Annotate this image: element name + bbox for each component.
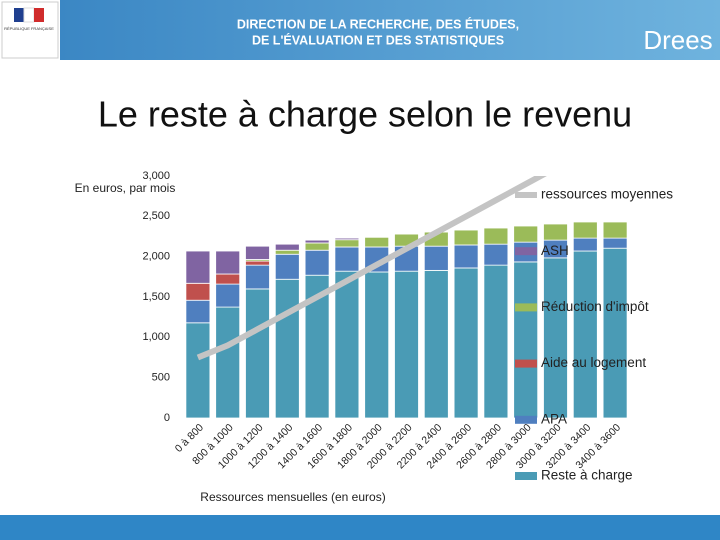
bar-segment [572,237,598,252]
bar-segment [185,322,211,419]
legend-swatch [515,415,537,424]
x-axis-label: Ressources mensuelles (en euros) [200,490,385,504]
legend-swatch [515,472,537,480]
chart-title: Le reste à charge selon le revenu [98,94,632,135]
flag-red [34,8,44,22]
bar-segment [245,245,270,260]
bar-segment [334,246,360,272]
bar-segment [483,243,509,266]
bar-segment [185,299,211,324]
bar-segment [602,247,628,419]
legend-label: ASH [541,243,569,258]
bar-segment [304,249,330,276]
bar-segment [185,282,211,301]
y-tick-label: 0 [164,412,170,424]
bar-segment [572,221,598,239]
bar-segment [334,237,360,241]
header-line2: DE L'ÉVALUATION ET DES STATISTIQUES [252,32,504,47]
bar-segment [364,271,390,419]
line-series [196,176,547,361]
bar-segment [483,264,509,419]
bar-segment [453,229,479,246]
bar-segment [334,270,360,419]
bar-segment [543,223,568,241]
bar-segment [245,288,270,419]
legend-swatch [515,303,537,312]
bar-segment [513,225,539,243]
y-tick-label: 1,000 [142,331,170,343]
bar-segment [215,306,241,419]
bar-segment [334,239,360,248]
bar-segment [483,227,509,245]
legend-swatch [515,359,537,368]
header-banner [60,0,720,60]
bar-segment [215,283,241,308]
header-line1: DIRECTION DE LA RECHERCHE, DES ÉTUDES, [237,16,519,31]
y-tick-label: 1,500 [142,291,170,303]
legend-label: Aide au logement [541,355,646,370]
bar-segment [543,257,568,419]
flag-blue [14,8,24,22]
bar-segment [602,221,628,239]
y-tick-label: 500 [152,372,170,384]
bar-segment [423,245,449,271]
bar-segment [304,239,330,244]
bar-segment [423,269,449,419]
bar-segment [215,273,241,285]
bar-segment [274,253,300,280]
legend-label: Réduction d'impôt [541,299,649,314]
legend-label: ressources moyennes [541,187,673,202]
legend-label: APA [541,411,567,426]
flag-white [23,7,35,23]
bar-segment [245,260,270,266]
bar-segment [304,242,330,251]
bar-segment [513,261,539,419]
bar-segment [274,243,300,251]
bar-segment [394,270,419,419]
bar-segment [453,267,479,419]
legend-label: Reste à charge [541,468,633,483]
y-tick-label: 2,500 [142,210,170,222]
legend-swatch [515,247,537,256]
y-tick-label: 3,000 [142,170,170,182]
bar-segment [274,249,300,255]
republic-text: RÉPUBLIQUE FRANÇAISE [4,26,54,31]
bar-segment [245,264,270,290]
footer-bar [0,515,720,540]
bar-segment [185,250,211,284]
bar-segment [572,250,598,419]
header-logo: Drees [643,25,712,55]
y-tick-label: 2,000 [142,251,170,263]
bar-segment [602,237,628,249]
bar-segment [215,250,241,275]
bar-segment [274,278,300,419]
bar-segment [453,244,479,269]
y-axis-label: En euros, par mois [75,181,176,195]
bar-segment [364,236,390,248]
